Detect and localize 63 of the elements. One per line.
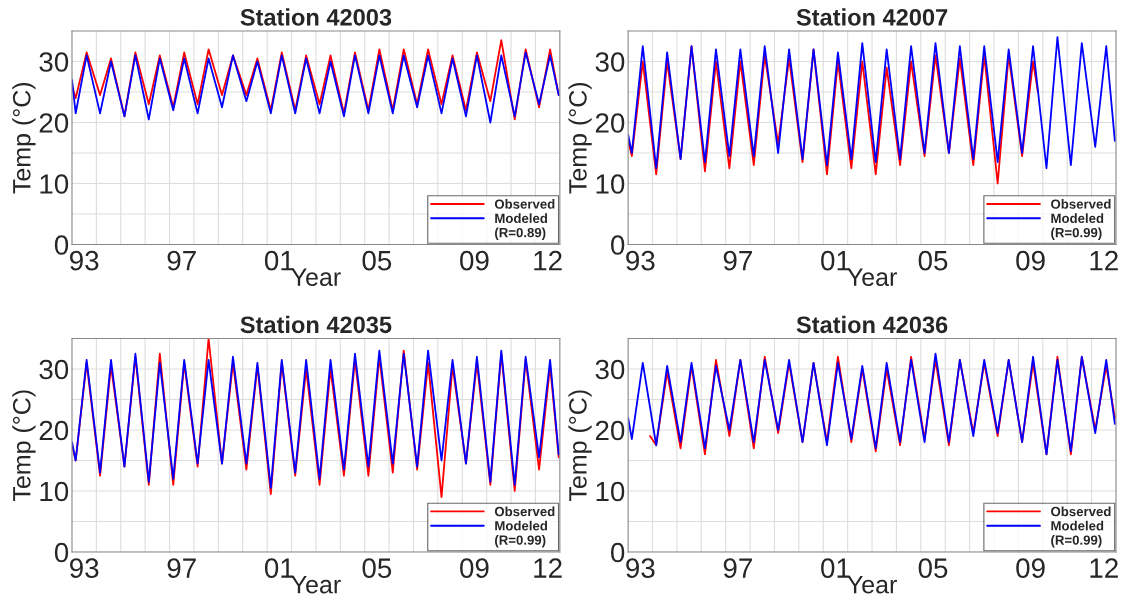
legend-label: Modeled	[1051, 520, 1104, 531]
x-tick-label: 09	[1016, 250, 1045, 271]
y-tick-label: 30	[595, 359, 625, 380]
annotation: (R=0.99)	[1051, 227, 1102, 240]
x-tick-label: 01	[821, 558, 850, 578]
x-tick-label: 05	[362, 558, 392, 578]
y-tick-label: 10	[596, 481, 625, 502]
y-tick-label: 30	[595, 52, 625, 72]
chart-title: Station 42036	[796, 315, 948, 334]
x-tick-label: 09	[460, 250, 489, 271]
x-tick-label: 09	[1016, 558, 1045, 578]
legend-label: Modeled	[495, 520, 548, 531]
line-series	[72, 51, 560, 124]
y-tick-label: 10	[40, 481, 69, 502]
line-series	[628, 36, 1116, 170]
x-tick-label: 93	[626, 250, 655, 271]
x-tick-label: 97	[723, 250, 752, 271]
y-tick-label: 0	[54, 235, 69, 255]
chart-title: Station 42003	[240, 8, 392, 26]
y-tick-label: 20	[39, 420, 69, 441]
y-tick-label: 10	[596, 174, 625, 194]
x-tick-label: 97	[723, 558, 752, 578]
y-tick-label: 30	[39, 359, 69, 380]
y-axis-title: Temp (°C)	[12, 82, 36, 194]
x-axis-title: Year	[291, 576, 341, 594]
x-tick-label: 93	[70, 558, 99, 578]
x-tick-label: 12	[534, 558, 562, 578]
annotation: (R=0.99)	[1051, 535, 1102, 548]
x-tick-label: 97	[167, 558, 196, 578]
x-tick-label: 12	[1090, 558, 1118, 578]
y-tick-label: 10	[40, 174, 69, 194]
y-tick-label: 30	[39, 52, 69, 72]
x-tick-label: 09	[460, 558, 489, 578]
chart-title: Station 42007	[796, 8, 948, 26]
legend-label: Observed	[1051, 506, 1111, 517]
legend-label: Modeled	[1051, 213, 1104, 224]
annotation: (R=0.89)	[495, 227, 546, 240]
x-tick-label: 05	[918, 558, 948, 578]
annotation: (R=0.99)	[495, 535, 546, 548]
y-axis-title: Temp (°C)	[568, 390, 592, 502]
y-tick-label: 20	[595, 113, 625, 133]
legend-label: Observed	[494, 506, 555, 517]
legend-label: Observed	[1051, 199, 1111, 209]
line-series	[72, 39, 560, 121]
chart-title: Station 42035	[240, 315, 392, 334]
legend-label: Modeled	[495, 213, 548, 224]
y-tick-label: 20	[39, 113, 69, 133]
y-tick-label: 20	[595, 420, 625, 441]
y-tick-label: 0	[611, 542, 625, 563]
y-tick-label: 0	[611, 235, 625, 255]
y-axis-title: Temp (°C)	[568, 82, 592, 194]
x-tick-label: 12	[534, 250, 562, 271]
x-tick-label: 93	[70, 250, 99, 271]
x-tick-label: 12	[1090, 250, 1118, 271]
x-tick-label: 05	[918, 250, 948, 271]
x-tick-label: 97	[167, 250, 196, 271]
x-tick-label: 05	[362, 250, 392, 271]
x-axis-title: Year	[847, 576, 897, 594]
y-tick-label: 0	[54, 542, 69, 563]
x-tick-label: 93	[626, 558, 655, 578]
legend-label: Observed	[494, 199, 555, 209]
x-tick-label: 01	[264, 558, 294, 578]
y-axis-title: Temp (°C)	[12, 390, 36, 502]
